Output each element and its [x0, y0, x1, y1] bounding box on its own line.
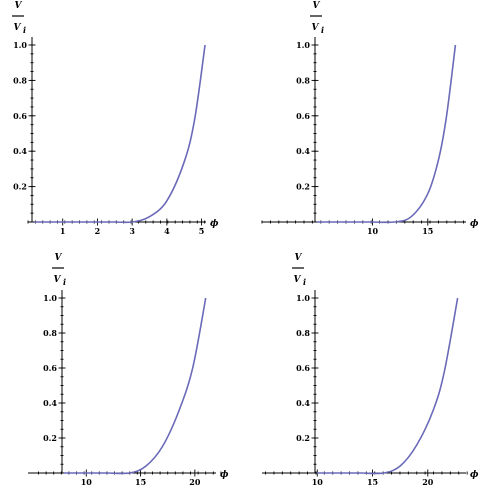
x-tick-label: 20 [422, 477, 434, 487]
chart-panel-3: 10 15 20 0.2 0.4 0.6 0.8 1.0 ϕ V V i [28, 253, 229, 487]
y-tick-label: 1.0 [43, 293, 57, 303]
x-tick-label: 4 [164, 226, 170, 236]
y-tick-label: 0.4 [296, 398, 310, 408]
y-tick-label: 0.4 [43, 398, 57, 408]
y-label-numerator: V [313, 1, 321, 11]
y-tick-label: 0.2 [13, 182, 27, 192]
series-line [64, 297, 207, 475]
y-axis-label: V V i [292, 253, 306, 287]
y-axis-label: V V i [52, 253, 66, 287]
y-label-numerator: V [15, 1, 23, 11]
y-label-numerator: V [55, 253, 63, 263]
x-tick-label: 15 [422, 226, 433, 236]
x-axis-label: ϕ [470, 470, 479, 480]
chart-panel-4: 10 15 20 0.2 0.4 0.6 0.8 1.0 ϕ V V i [262, 253, 479, 487]
y-tick-label: 0.4 [13, 146, 27, 156]
y-tick-label: 1.0 [296, 40, 310, 50]
y-label-denominator: V [294, 275, 302, 285]
y-label-subscript: i [303, 277, 306, 287]
y-tick-label: 0.4 [296, 146, 310, 156]
y-label-denominator: V [54, 275, 62, 285]
y-tick-label: 0.8 [13, 75, 27, 85]
x-tick-label: 15 [367, 477, 378, 487]
x-tick-label: 2 [95, 226, 101, 236]
chart-panel-1: 1 2 3 4 5 0.2 0.4 0.6 0.8 1.0 ϕ V V i [12, 1, 219, 236]
series-line [317, 297, 459, 475]
series-line [34, 44, 206, 224]
x-tick-label: 20 [189, 477, 201, 487]
y-tick-label: 1.0 [13, 40, 27, 50]
y-tick-label: 0.6 [296, 111, 310, 121]
x-tick-label: 1 [60, 226, 66, 236]
x-tick-label: 10 [367, 226, 379, 236]
x-tick-label: 10 [312, 477, 324, 487]
y-tick-label: 0.6 [296, 363, 310, 373]
y-tick-label: 0.2 [296, 182, 310, 192]
series-line [317, 44, 457, 224]
x-axis-label: ϕ [220, 470, 229, 480]
x-axis-label: ϕ [210, 219, 219, 229]
y-label-subscript: i [321, 25, 324, 35]
y-axis-label: V V i [12, 1, 26, 35]
y-label-subscript: i [63, 277, 66, 287]
y-label-denominator: V [14, 23, 22, 33]
y-label-subscript: i [23, 25, 26, 35]
y-axis-label: V V i [310, 1, 324, 35]
y-tick-label: 0.6 [13, 111, 27, 121]
y-tick-label: 0.6 [43, 363, 57, 373]
x-axis-label: ϕ [470, 219, 479, 229]
y-tick-label: 0.8 [43, 328, 57, 338]
x-tick-label: 5 [199, 226, 205, 236]
chart-panel-2: 10 15 0.2 0.4 0.6 0.8 1.0 ϕ V V i [261, 1, 479, 236]
y-tick-label: 0.2 [296, 433, 310, 443]
y-tick-label: 0.8 [296, 328, 310, 338]
y-tick-label: 0.2 [43, 433, 57, 443]
y-tick-label: 1.0 [296, 293, 310, 303]
x-tick-label: 15 [135, 477, 146, 487]
y-tick-label: 0.8 [296, 75, 310, 85]
y-label-numerator: V [295, 253, 303, 263]
x-tick-label: 10 [81, 477, 93, 487]
x-tick-label: 3 [129, 226, 135, 236]
y-label-denominator: V [312, 23, 320, 33]
